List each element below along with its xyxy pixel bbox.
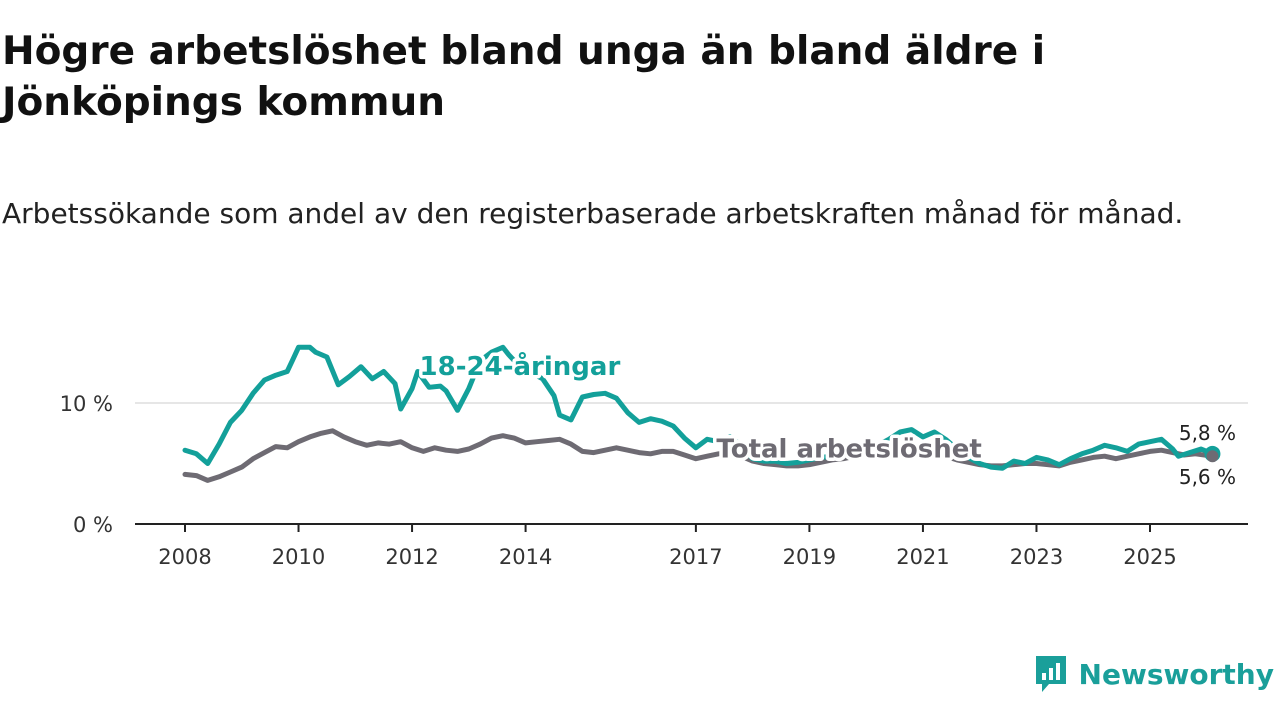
brand-name: Newsworthy — [1078, 657, 1274, 691]
x-tick-label-2019: 2019 — [783, 545, 836, 569]
chart-title: Högre arbetslöshet bland unga än bland ä… — [2, 29, 1046, 125]
x-tick-label-2014: 2014 — [499, 545, 552, 569]
series-label-total: Total arbetslöshet — [716, 434, 981, 464]
x-tick-label-2010: 2010 — [272, 545, 325, 569]
x-tick-label-2021: 2021 — [896, 545, 949, 569]
series-line-total — [182, 428, 1215, 483]
end-value-label-total: 5,6 % — [1179, 465, 1236, 489]
x-tick-label-2023: 2023 — [1010, 545, 1063, 569]
chart-subtitle: Arbetssökande som andel av den registerb… — [2, 197, 1184, 230]
x-tick-label-2012: 2012 — [385, 545, 438, 569]
end-marker-total — [1206, 450, 1219, 463]
x-tick-label-2025: 2025 — [1123, 545, 1176, 569]
x-tick-label-2017: 2017 — [669, 545, 722, 569]
series-label-youth: 18-24-åringar — [420, 350, 621, 382]
x-tick-label-2008: 2008 — [158, 545, 211, 569]
y-tick-label-10: 10 % — [60, 392, 113, 416]
newsworthy-icon — [1035, 656, 1066, 692]
series-line-youth — [182, 344, 1215, 471]
y-tick-label-0: 0 % — [73, 513, 113, 537]
newsworthy-logo[interactable]: Newsworthy — [1033, 654, 1274, 694]
end-value-label-youth: 5,8 % — [1179, 421, 1236, 445]
line-chart: 0 % 10 % 2008 2010 2012 2014 2017 2019 2021 202… — [60, 344, 1248, 569]
